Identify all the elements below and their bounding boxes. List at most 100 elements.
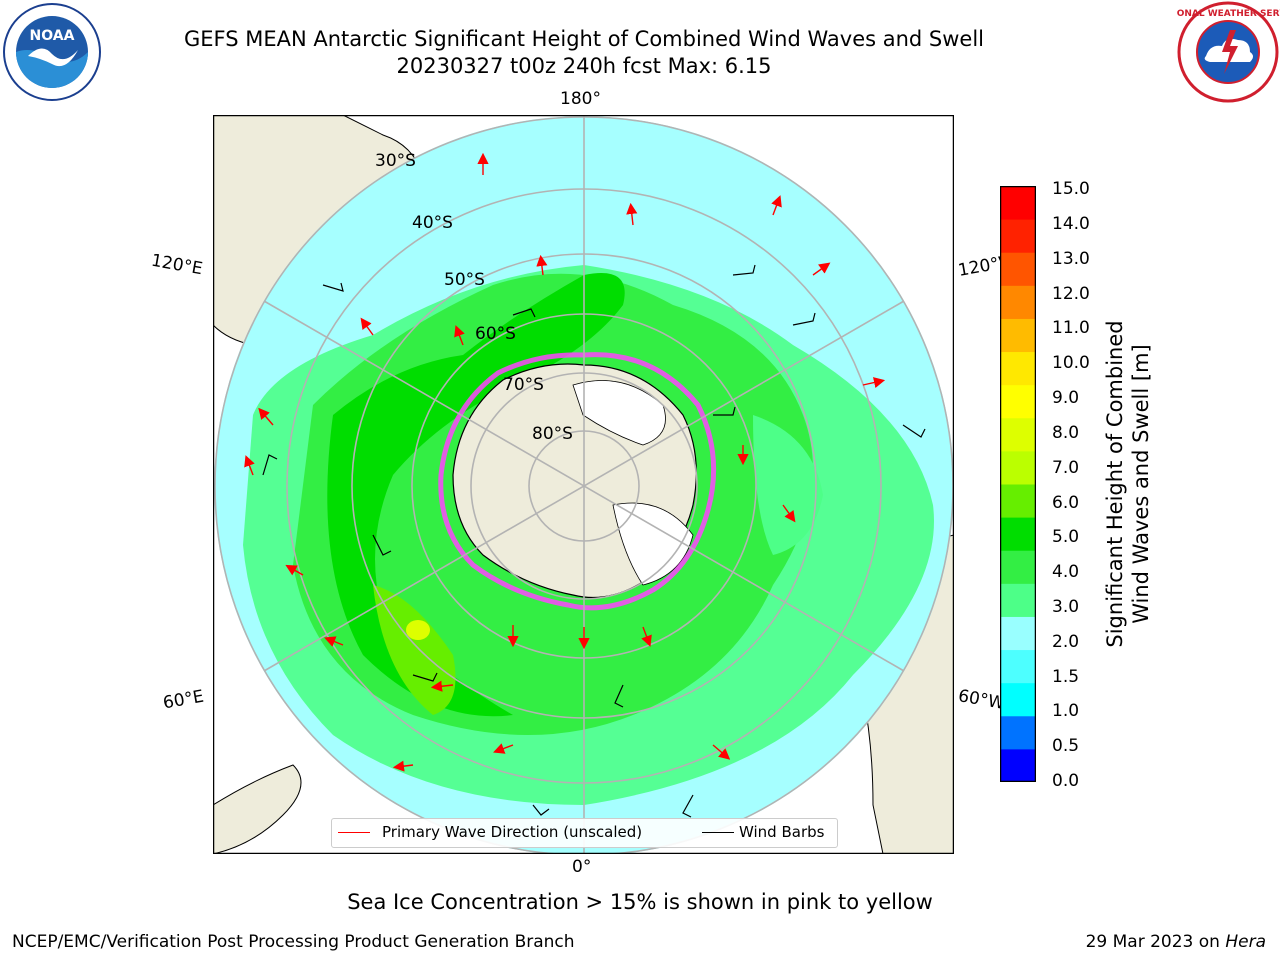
polar-map [213, 115, 954, 854]
legend-wind-swatch [702, 832, 734, 833]
colorbar-segment [1000, 417, 1036, 452]
wave-arrow [360, 317, 374, 336]
wind-barb [262, 454, 278, 476]
wave-arrow [244, 455, 255, 476]
wind-barb [412, 672, 438, 682]
chart-subtitle: 20230327 t00z 240h fcst Max: 6.15 [396, 54, 772, 78]
colorbar-tick: 0.0 [1052, 771, 1080, 791]
wind-barb [902, 424, 926, 438]
latitude-label-70s: 70°S [503, 375, 544, 395]
colorbar-segment [1000, 715, 1036, 750]
colorbar-tick: 6.0 [1052, 493, 1080, 513]
colorbar-tick: 14.0 [1052, 214, 1090, 234]
wave-arrow [454, 325, 465, 346]
colorbar-tick: 2.0 [1052, 632, 1080, 652]
colorbar-segment [1000, 748, 1036, 782]
latitude-label-50s: 50°S [444, 270, 485, 290]
wave-arrow [712, 744, 731, 760]
colorbar-tick: 3.0 [1052, 597, 1080, 617]
wave-arrow [771, 195, 782, 216]
latitude-label-40s: 40°S [412, 213, 453, 233]
colorbar-tick: 5.0 [1052, 527, 1080, 547]
colorbar-tick: 9.0 [1052, 388, 1080, 408]
wind-barb [682, 794, 694, 818]
footer-date-text: 29 Mar 2023 on [1085, 932, 1226, 952]
wind-barb [372, 534, 392, 556]
colorbar-tick: 0.5 [1052, 736, 1080, 756]
wave-arrow [324, 636, 344, 647]
wind-barb [732, 264, 756, 276]
sea-ice-note: Sea Ice Concentration > 15% is shown in … [347, 890, 933, 914]
footer-date: 29 Mar 2023 on Hera [1086, 932, 1266, 952]
wind-barb [532, 804, 550, 816]
colorbar-segment [1000, 285, 1036, 319]
colorbar-label-line2: Wind Waves and Swell [m] [1129, 344, 1153, 624]
wave-arrow [782, 504, 796, 523]
ice-shelf-2 [612, 502, 694, 586]
wave-arrow [392, 760, 414, 772]
wave-arrow [430, 680, 454, 692]
meridian-label-180: 180° [560, 89, 601, 109]
colorbar-tick: 11.0 [1052, 318, 1090, 338]
colorbar-segment [1000, 583, 1036, 617]
wind-barb [512, 308, 536, 318]
legend-wind-label: Wind Barbs [739, 823, 825, 841]
wave-max-spot [406, 620, 430, 640]
wave-arrow [493, 743, 514, 754]
colorbar-segment [1000, 682, 1036, 717]
colorbar [1000, 186, 1036, 782]
latitude-label-30s: 30°S [375, 151, 416, 171]
colorbar-segment [1000, 450, 1036, 485]
colorbar-segment [1000, 252, 1036, 286]
meridian-label-60e: 60°E [161, 686, 206, 714]
footer-host: Hera [1225, 932, 1266, 952]
chart-title: GEFS MEAN Antarctic Significant Height o… [183, 27, 985, 51]
wave-arrow [536, 254, 548, 276]
colorbar-segment [1000, 186, 1036, 220]
wave-arrow [626, 202, 638, 226]
wave-arrow [285, 564, 304, 576]
wave-arrow [862, 377, 886, 388]
nws-logo-text: NATIONAL WEATHER SERVICE [1176, 9, 1280, 19]
nws-logo: NATIONAL WEATHER SERVICE [1176, 1, 1280, 103]
meridian-label-120e: 120°E [149, 250, 205, 280]
colorbar-segment [1000, 219, 1036, 253]
colorbar-label: Significant Height of Combined Wind Wave… [1102, 224, 1154, 744]
latitude-label-80s: 80°S [532, 424, 573, 444]
wind-barbs [262, 264, 926, 818]
colorbar-label-line1: Significant Height of Combined [1103, 320, 1127, 648]
meridian-label-60w: 60°W [956, 686, 1007, 714]
wind-barb [614, 684, 624, 708]
legend: Primary Wave Direction (unscaled) Wind B… [331, 818, 838, 848]
footer-organization: NCEP/EMC/Verification Post Processing Pr… [12, 932, 575, 952]
colorbar-tick: 12.0 [1052, 284, 1090, 304]
colorbar-tick: 10.0 [1052, 353, 1090, 373]
ice-shelf [572, 380, 666, 446]
colorbar-segment [1000, 384, 1036, 419]
colorbar-segment [1000, 517, 1036, 551]
light-region-east [753, 415, 823, 555]
colorbar-segment [1000, 550, 1036, 584]
wave-band-4m [327, 273, 625, 717]
colorbar-segment [1000, 318, 1036, 353]
colorbar-tick: 13.0 [1052, 249, 1090, 269]
legend-wave-swatch [338, 832, 370, 833]
colorbar-tick: 7.0 [1052, 458, 1080, 478]
wind-barb [713, 406, 736, 416]
colorbar-tick: 1.5 [1052, 667, 1080, 687]
wave-arrow [641, 626, 652, 647]
noaa-logo: NOAA [3, 3, 101, 101]
wave-arrow [258, 407, 274, 426]
colorbar-segment [1000, 649, 1036, 684]
legend-wave-label: Primary Wave Direction (unscaled) [382, 823, 643, 841]
wind-barb [322, 282, 344, 292]
wind-barb [792, 312, 816, 326]
colorbar-tick: 8.0 [1052, 423, 1080, 443]
colorbar-segment [1000, 484, 1036, 518]
colorbar-tick: 4.0 [1052, 562, 1080, 582]
wave-arrow [812, 262, 831, 276]
colorbar-tick: 1.0 [1052, 701, 1080, 721]
colorbar-segment [1000, 616, 1036, 651]
wave-arrows [244, 152, 886, 772]
noaa-logo-text: NOAA [30, 28, 75, 44]
